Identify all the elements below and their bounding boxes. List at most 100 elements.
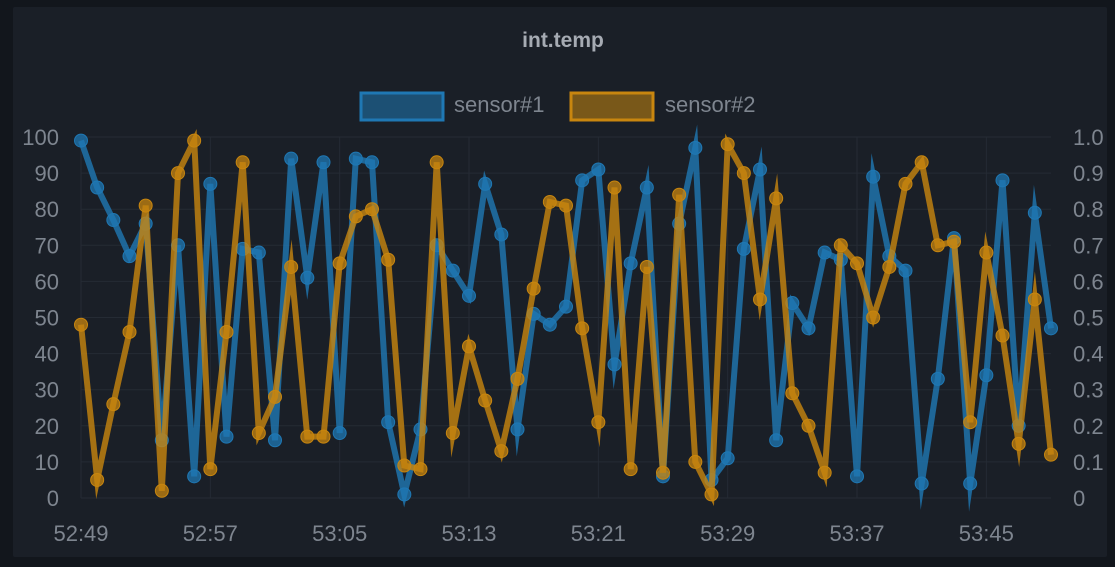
data-point (381, 415, 396, 430)
legend-label: sensor#2 (665, 92, 756, 117)
y-left-tick-label: 0 (47, 486, 59, 511)
data-point (720, 137, 735, 152)
y-right-tick-label: 0.5 (1073, 306, 1104, 331)
x-tick-label: 53:05 (312, 521, 367, 546)
y-left-tick-label: 50 (35, 306, 59, 331)
data-point (930, 238, 945, 253)
y-left-tick-label: 60 (35, 269, 59, 294)
data-point (639, 180, 654, 195)
data-point (850, 256, 864, 271)
data-point (947, 234, 961, 249)
legend-swatch (359, 91, 445, 122)
data-point (478, 176, 493, 191)
y-right-tick-label: 0.4 (1073, 342, 1104, 367)
y-left-tick-label: 10 (35, 450, 59, 475)
data-point (1027, 292, 1042, 307)
y-left-tick-label: 100 (22, 125, 59, 150)
data-point (332, 256, 347, 271)
data-point (753, 292, 767, 307)
data-point (817, 465, 832, 480)
x-tick-label: 53:45 (959, 521, 1014, 546)
x-tick-label: 52:57 (183, 521, 238, 546)
data-point (898, 176, 913, 191)
legend-label: sensor#1 (454, 92, 545, 117)
data-point (914, 476, 929, 491)
y-right-tick-label: 0.3 (1073, 378, 1104, 403)
data-point (833, 238, 848, 253)
legend[interactable]: sensor#1 sensor#2 (359, 91, 756, 122)
data-point (365, 155, 379, 170)
data-point (397, 458, 412, 473)
legend-item-sensor#1[interactable]: sensor#1 (359, 91, 545, 122)
data-point (979, 368, 994, 383)
data-point (639, 259, 654, 274)
data-point (300, 429, 315, 444)
data-point (90, 180, 105, 195)
series-layer (74, 124, 1058, 512)
data-point (510, 422, 525, 437)
data-point (1027, 205, 1042, 220)
data-point (688, 140, 703, 155)
chart-panel: int.temp 0 10 20 30 40 50 60 70 80 90 100 0 0.1 0.2 0… (13, 7, 1107, 557)
data-point (914, 155, 929, 170)
data-point (575, 321, 590, 336)
legend-item-sensor#2[interactable]: sensor#2 (569, 91, 756, 122)
data-point (736, 241, 751, 256)
y-left-tick-label: 30 (35, 378, 59, 403)
x-tick-label: 53:21 (571, 521, 626, 546)
data-point (171, 166, 185, 181)
data-point (623, 462, 638, 477)
y-right-tick-label: 0.1 (1073, 450, 1104, 475)
data-point (801, 321, 816, 336)
data-point (90, 472, 105, 487)
data-point (268, 433, 282, 448)
data-point (429, 155, 444, 170)
data-point (607, 180, 622, 195)
data-point (74, 317, 88, 332)
data-point (284, 259, 299, 274)
y-right-tick-label: 0 (1073, 486, 1085, 511)
data-point (494, 227, 509, 242)
x-tick-label: 53:37 (829, 521, 884, 546)
x-tick-label: 52:49 (53, 521, 108, 546)
data-point (122, 249, 137, 264)
data-point (494, 444, 509, 459)
y-right-tick-label: 0.9 (1073, 161, 1104, 186)
data-point (332, 426, 347, 441)
data-point (251, 245, 266, 260)
y-left-tick-label: 20 (35, 414, 59, 439)
data-point (203, 462, 218, 477)
data-point (348, 209, 363, 224)
data-point (1044, 321, 1058, 336)
data-point (445, 426, 460, 441)
data-point (478, 393, 493, 408)
data-point (348, 151, 363, 166)
y-axis-right: 0 0.1 0.2 0.3 0.4 0.5 0.6 0.7 0.8 0.9 1.0 (1073, 125, 1104, 511)
data-point (995, 173, 1010, 188)
y-left-tick-label: 70 (35, 233, 59, 258)
data-point (979, 245, 994, 260)
data-point (607, 357, 622, 372)
data-point (300, 270, 315, 285)
x-tick-label: 53:29 (700, 521, 755, 546)
data-point (219, 429, 234, 444)
data-point (413, 462, 428, 477)
data-point (850, 469, 864, 484)
data-point (106, 397, 121, 412)
data-point (365, 202, 379, 217)
data-point (154, 483, 169, 498)
data-point (801, 418, 816, 433)
data-point (623, 256, 638, 271)
data-point (251, 426, 266, 441)
data-point (672, 187, 687, 202)
data-point (963, 415, 978, 430)
data-point (106, 213, 121, 228)
data-point (591, 415, 606, 430)
data-point (138, 198, 153, 213)
data-point (785, 386, 800, 401)
data-point (542, 194, 557, 209)
data-point (187, 133, 202, 148)
data-point (235, 155, 250, 170)
data-point (397, 487, 412, 502)
